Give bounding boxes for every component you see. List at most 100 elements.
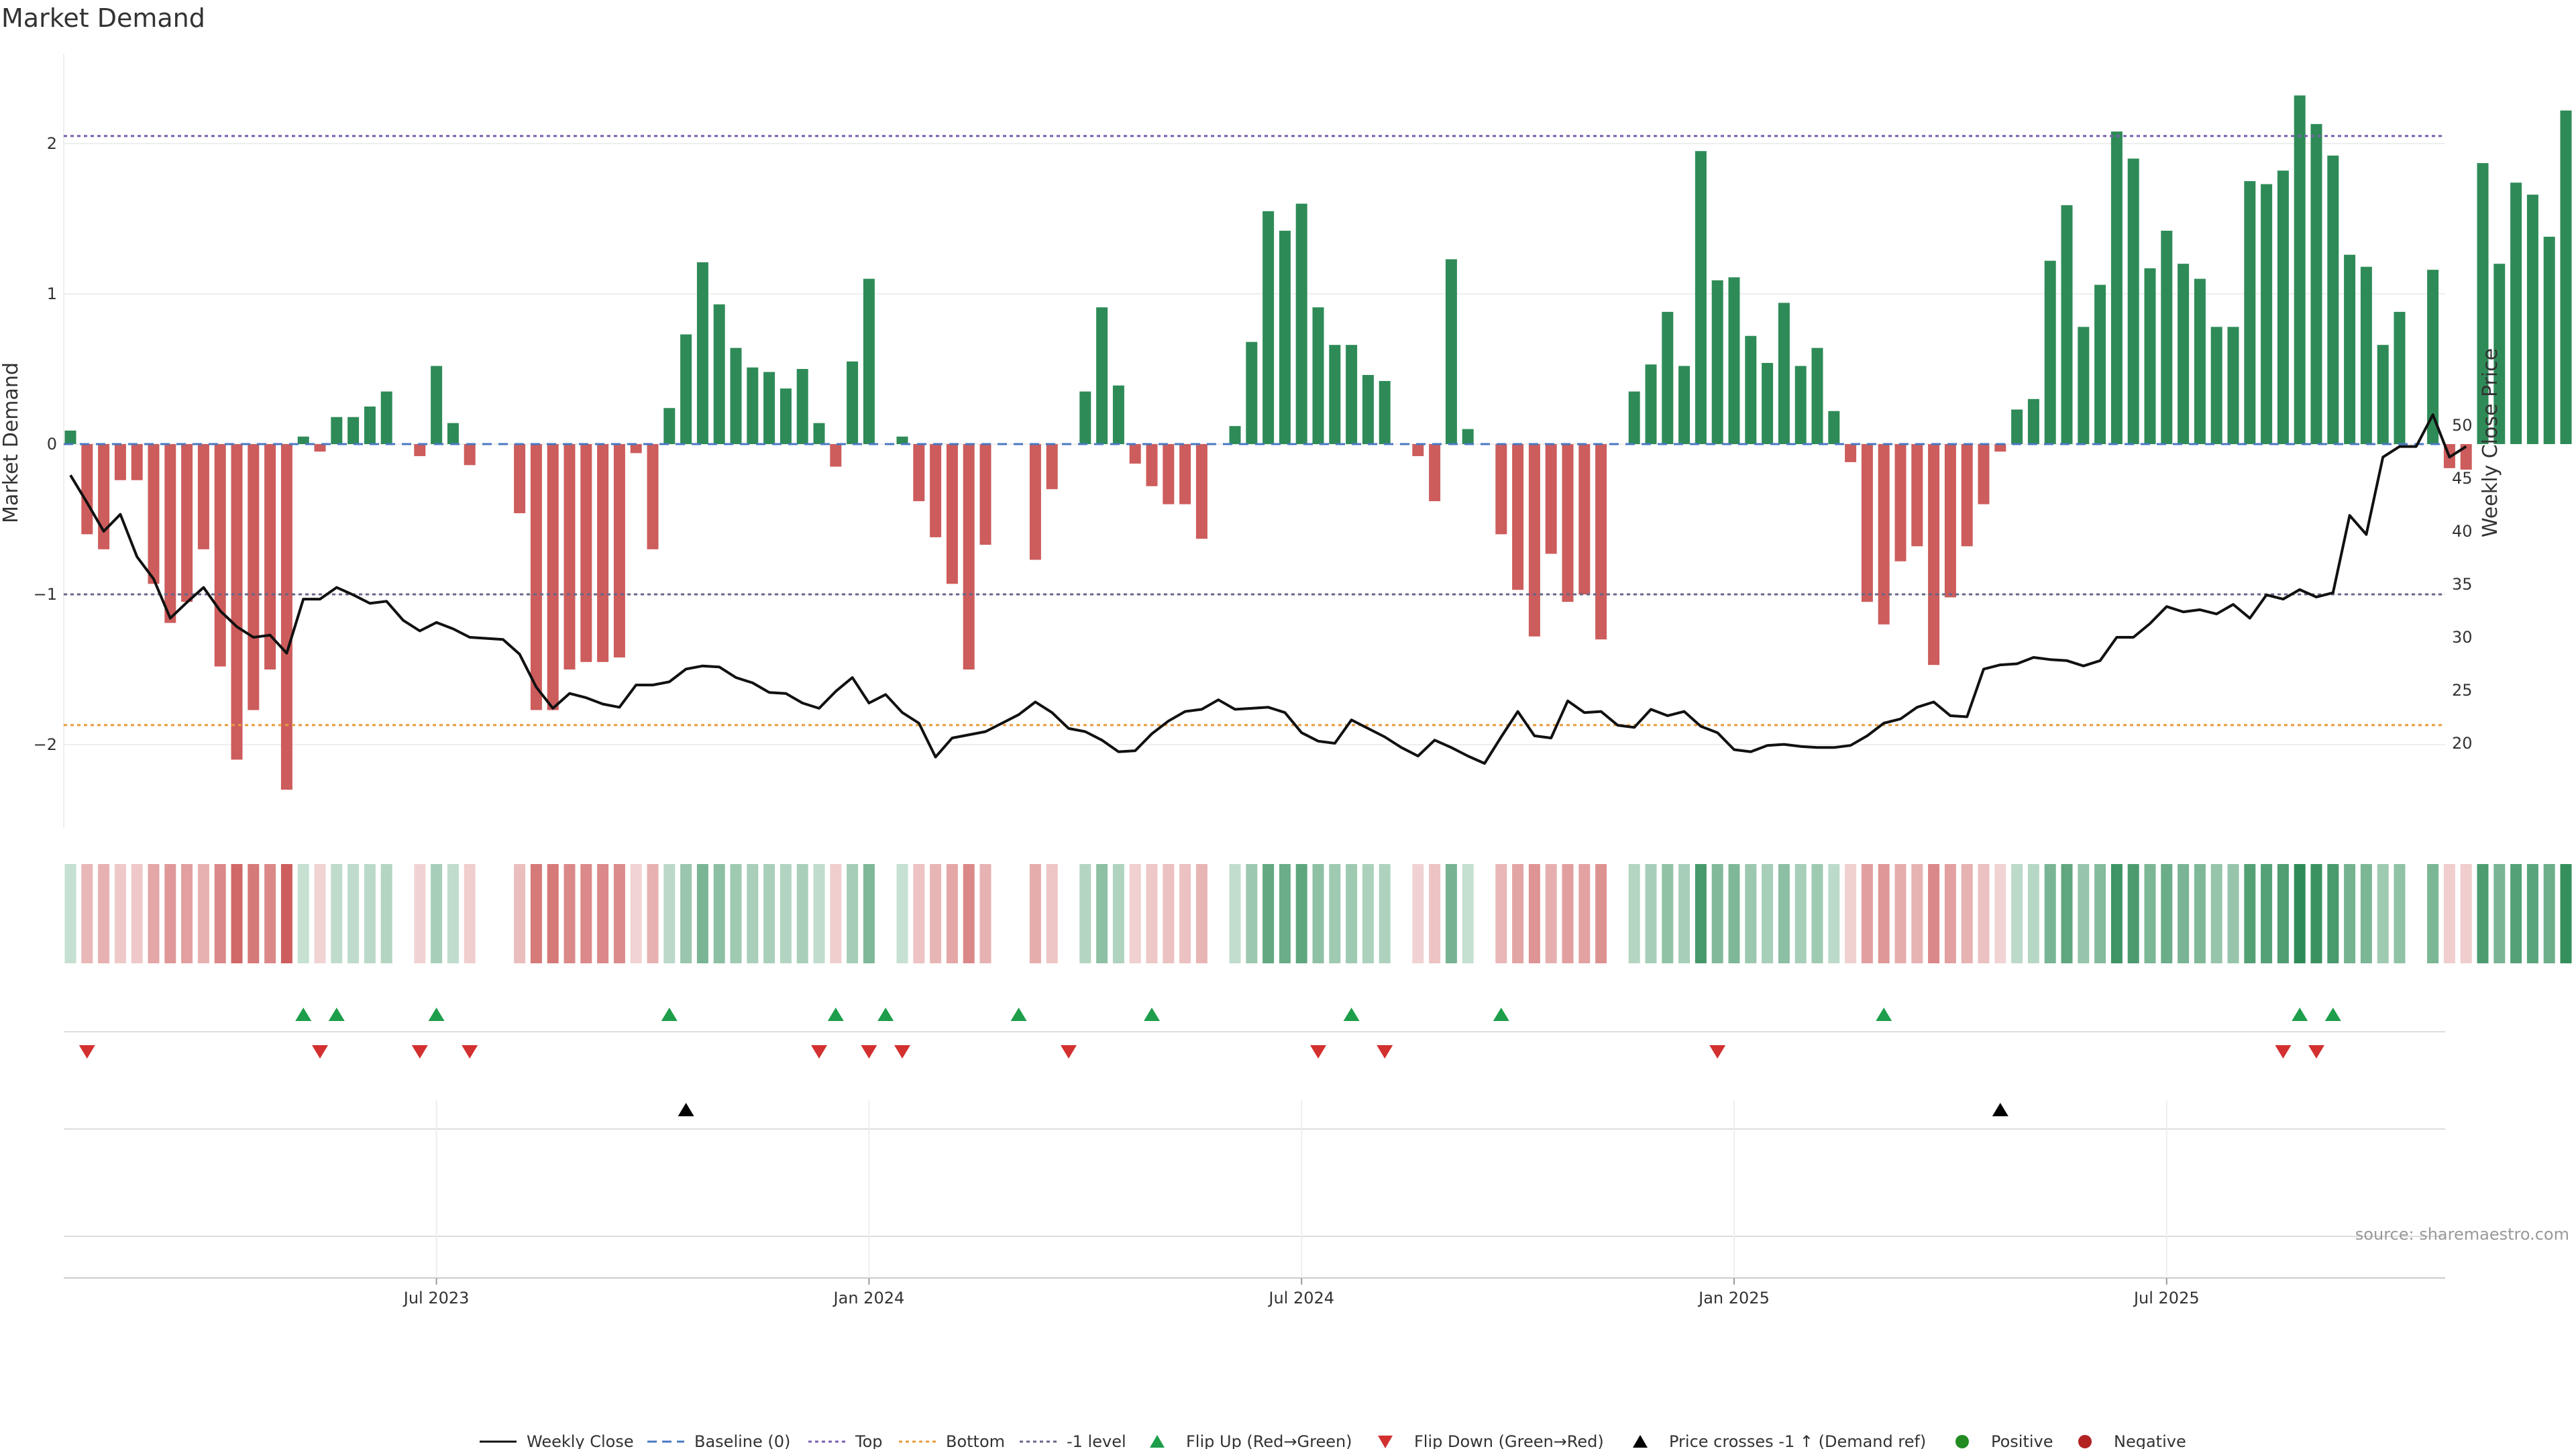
heat-cell bbox=[747, 864, 759, 963]
heat-cell bbox=[2078, 864, 2090, 963]
heat-cell bbox=[464, 864, 476, 963]
heat-cell bbox=[1279, 864, 1291, 963]
demand-bar-negative bbox=[1146, 444, 1158, 486]
heat-cell bbox=[2044, 864, 2056, 963]
price-series bbox=[69, 413, 2467, 765]
right-tick-label: 30 bbox=[2452, 628, 2473, 647]
demand-bar-positive bbox=[896, 436, 908, 444]
heat-cell bbox=[148, 864, 160, 963]
heat-cell bbox=[1163, 864, 1175, 963]
demand-bar-negative bbox=[1578, 444, 1591, 594]
demand-bar-positive bbox=[1445, 259, 1457, 444]
demand-bar-positive bbox=[2560, 110, 2572, 444]
demand-bar-positive bbox=[1096, 307, 1108, 444]
demand-bar-negative bbox=[979, 444, 991, 545]
demand-bar-negative bbox=[1046, 444, 1058, 490]
flip-down-marker bbox=[811, 1045, 827, 1059]
demand-bar-negative bbox=[580, 444, 592, 662]
demand-bar-positive bbox=[1728, 277, 1740, 444]
heat-cell bbox=[447, 864, 459, 963]
heat-cell bbox=[2526, 864, 2538, 963]
demand-bar-negative bbox=[963, 444, 975, 669]
heat-cell bbox=[1911, 864, 1923, 963]
flip-up-marker bbox=[2324, 1008, 2341, 1021]
heat-cell bbox=[597, 864, 609, 963]
heat-cell bbox=[1079, 864, 1091, 963]
demand-bar-negative bbox=[214, 444, 226, 667]
heat-cell bbox=[1495, 864, 1507, 963]
heat-cell bbox=[730, 864, 742, 963]
heat-cell bbox=[2310, 864, 2322, 963]
demand-bar-positive bbox=[2161, 230, 2173, 444]
heat-cell bbox=[431, 864, 443, 963]
heat-cell bbox=[1828, 864, 1840, 963]
demand-bar-negative bbox=[1163, 444, 1175, 504]
demand-bar-positive bbox=[2044, 260, 2056, 444]
flip-down-marker bbox=[462, 1045, 478, 1059]
demand-bar-negative bbox=[1595, 444, 1607, 640]
heat-cell bbox=[2327, 864, 2339, 963]
demand-bar-positive bbox=[747, 367, 759, 444]
heat-cell bbox=[1978, 864, 1990, 963]
heat-cell bbox=[280, 864, 292, 963]
heat-cell bbox=[1928, 864, 1940, 963]
legend-swatch-negative bbox=[2078, 1435, 2092, 1448]
heat-cell bbox=[1112, 864, 1124, 963]
heat-cell bbox=[979, 864, 991, 963]
demand-bar-positive bbox=[331, 417, 343, 444]
demand-bar-positive bbox=[1329, 345, 1341, 444]
demand-bar-negative bbox=[1195, 444, 1208, 539]
demand-bar-positive bbox=[2078, 327, 2090, 444]
demand-bar-positive bbox=[1645, 364, 1657, 444]
price-cross-marker bbox=[678, 1103, 694, 1116]
demand-bar-positive bbox=[2294, 95, 2306, 444]
heat-cell bbox=[2277, 864, 2289, 963]
heat-cell bbox=[2543, 864, 2555, 963]
heat-cell bbox=[1944, 864, 1956, 963]
demand-bar-positive bbox=[431, 366, 443, 444]
demand-bar-negative bbox=[1944, 444, 1956, 598]
demand-bar-positive bbox=[2094, 284, 2106, 444]
x-tick-label: Jul 2023 bbox=[402, 1289, 470, 1307]
heat-cell bbox=[347, 864, 360, 963]
demand-bar-negative bbox=[1528, 444, 1540, 637]
heat-cell bbox=[2161, 864, 2173, 963]
demand-bar-positive bbox=[2144, 268, 2156, 444]
demand-bar-negative bbox=[114, 444, 126, 480]
demand-bar-positive bbox=[780, 388, 792, 444]
heat-cell bbox=[2344, 864, 2356, 963]
demand-bar-positive bbox=[1279, 230, 1291, 444]
legend-label-negative: Negative bbox=[2114, 1432, 2186, 1449]
demand-bar-negative bbox=[81, 444, 93, 535]
demand-bar-negative bbox=[1961, 444, 1973, 547]
flip-markers-panel bbox=[64, 1008, 2445, 1059]
left-tick-label: 2 bbox=[47, 134, 57, 153]
legend-label-flip_down: Flip Down (Green→Red) bbox=[1414, 1432, 1604, 1449]
demand-bar-negative bbox=[1894, 444, 1907, 561]
demand-bar-positive bbox=[2510, 182, 2522, 444]
heat-cell bbox=[1029, 864, 1041, 963]
demand-bar-negative bbox=[946, 444, 958, 584]
heat-cell bbox=[1246, 864, 1258, 963]
demand-bar-positive bbox=[2360, 266, 2372, 444]
heat-cell bbox=[264, 864, 276, 963]
demand-bar-negative bbox=[547, 444, 559, 710]
demand-bar-negative bbox=[1928, 444, 1940, 665]
demand-bar-positive bbox=[847, 361, 859, 444]
demand-bar-positive bbox=[1379, 380, 1391, 444]
demand-bar-negative bbox=[464, 444, 476, 466]
demand-bar-negative bbox=[1179, 444, 1191, 504]
heat-cell bbox=[1329, 864, 1341, 963]
heat-cell bbox=[1711, 864, 1723, 963]
demand-bar-positive bbox=[1678, 366, 1690, 444]
heat-cell bbox=[647, 864, 659, 963]
demand-bar-negative bbox=[181, 444, 193, 602]
heat-cell bbox=[630, 864, 642, 963]
demand-bar-negative bbox=[913, 444, 925, 502]
demand-bar-negative bbox=[280, 444, 292, 790]
demand-bar-negative bbox=[1512, 444, 1524, 590]
heat-cell bbox=[1545, 864, 1557, 963]
flip-down-marker bbox=[1709, 1045, 1726, 1059]
chart-title: Market Demand bbox=[1, 3, 205, 33]
heat-cell bbox=[2127, 864, 2139, 963]
